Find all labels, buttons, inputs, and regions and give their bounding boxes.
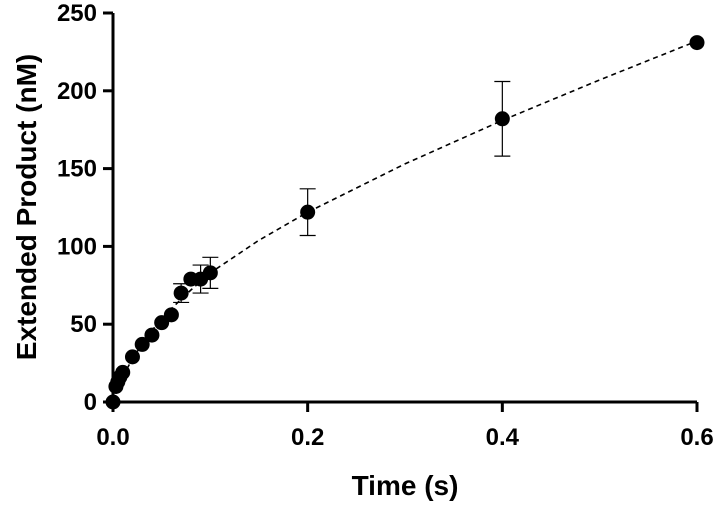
x-tick-label: 0.6 — [680, 424, 713, 451]
data-point — [494, 111, 510, 127]
data-point-layer — [105, 35, 705, 410]
y-tick-label: 200 — [57, 78, 97, 105]
data-point — [300, 204, 316, 220]
x-axis-title: Time (s) — [352, 470, 459, 501]
x-tick-label: 0.2 — [291, 424, 324, 451]
fit-curve-layer — [112, 40, 698, 403]
y-tick-label: 50 — [70, 311, 97, 338]
x-tick-label: 0.4 — [486, 424, 520, 451]
data-point — [144, 327, 160, 343]
y-axis-title: Extended Product (nM) — [11, 54, 42, 360]
data-point — [124, 349, 140, 365]
axes: 0 50 100 150 200 250 0.0 0.2 0.4 0.6 — [57, 0, 714, 451]
y-tick-label: 150 — [57, 156, 97, 183]
x-tick-label: 0.0 — [96, 424, 129, 451]
error-bar-layer — [173, 80, 511, 304]
data-point — [163, 307, 179, 323]
data-point — [134, 336, 150, 352]
data-point — [173, 285, 189, 301]
y-tick-label: 0 — [84, 389, 97, 416]
y-tick-label: 250 — [57, 0, 97, 27]
data-point — [115, 364, 131, 380]
data-point — [202, 265, 218, 281]
y-tick-label: 100 — [57, 233, 97, 260]
fit-curve — [112, 40, 698, 403]
data-point — [689, 35, 705, 51]
